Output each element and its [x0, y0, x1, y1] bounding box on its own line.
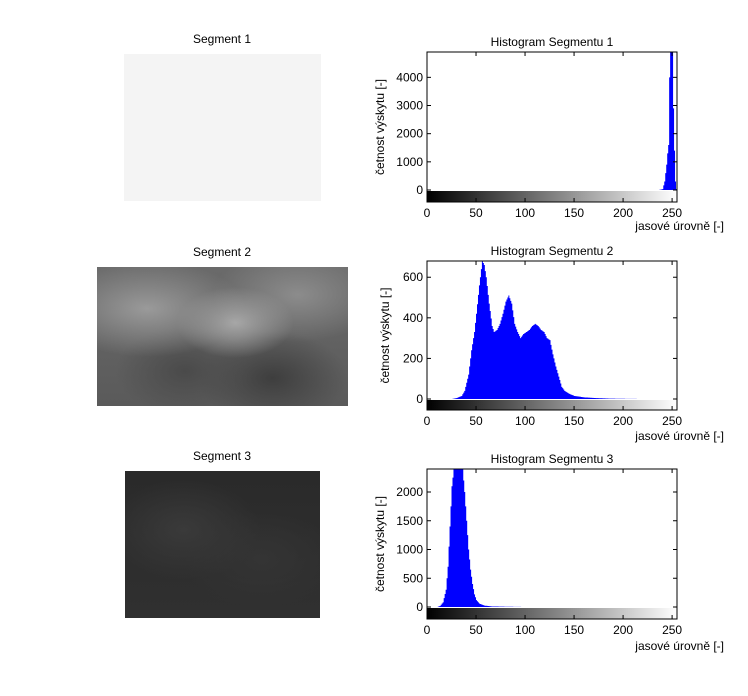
segment-2-image — [97, 267, 348, 406]
chart-2-xlabel: jasové úrovně [-] — [634, 429, 724, 443]
chart-1-xtick-label-4: 200 — [613, 206, 633, 220]
chart-3-frame — [426, 468, 678, 620]
chart-2-ytick-label-3: 600 — [403, 270, 423, 284]
chart-2-xtick-label-4: 200 — [613, 414, 633, 428]
chart-1-xlabel: jasové úrovně [-] — [634, 219, 724, 233]
chart-3-ytick-label-3: 1500 — [396, 514, 423, 528]
chart-1-histogram-bars — [659, 52, 677, 190]
chart-3-ytick-label-4: 2000 — [396, 485, 423, 499]
chart-1-gray-ramp — [427, 191, 677, 202]
chart-2-xtick-label-5: 250 — [662, 414, 682, 428]
chart-3-ytick-label-2: 1000 — [396, 543, 423, 557]
chart-2-xtick-label-3: 150 — [564, 414, 584, 428]
chart-3-ytick-label-0: 0 — [416, 600, 423, 614]
segment-1-title: Segment 1 — [192, 32, 252, 46]
chart-1-ylabel: četnost výskytu [-] — [373, 79, 387, 175]
chart-1-xtick-label-2: 100 — [515, 206, 535, 220]
chart-1-ytick-label-0: 0 — [416, 183, 423, 197]
chart-3-xlabel: jasové úrovně [-] — [634, 639, 724, 653]
chart-3-xtick-label-5: 250 — [662, 623, 682, 637]
chart-2-gray-ramp — [427, 400, 677, 410]
chart-3-xtick-label-4: 200 — [613, 623, 633, 637]
chart-1-ytick-label-2: 2000 — [396, 127, 423, 141]
chart-2-xtick-label-1: 50 — [469, 414, 483, 428]
chart-2-ylabel: četnost výskytu [-] — [378, 287, 392, 383]
chart-2-frame — [426, 260, 678, 411]
chart-1-xtick-label-5: 250 — [662, 206, 682, 220]
chart-3-ytick-label-1: 500 — [403, 571, 423, 585]
chart-1-ytick-label-3: 3000 — [396, 99, 423, 113]
chart-2-histogram-bars — [452, 261, 643, 399]
chart-3-ylabel: četnost výskytu [-] — [373, 496, 387, 592]
chart-1-title: Histogram Segmentu 1 — [491, 35, 614, 49]
chart-2-xtick-label-0: 0 — [424, 414, 431, 428]
segment-2-title: Segment 2 — [192, 245, 252, 259]
chart-1-frame — [426, 51, 678, 203]
chart-1-xtick-label-3: 150 — [564, 206, 584, 220]
chart-3-xtick-label-0: 0 — [424, 623, 431, 637]
chart-3-xtick-label-3: 150 — [564, 623, 584, 637]
chart-3-xtick-label-2: 100 — [515, 623, 535, 637]
chart-1-xtick-label-0: 0 — [424, 206, 431, 220]
chart-3-xtick-label-1: 50 — [469, 623, 483, 637]
chart-3-histogram-bars — [437, 469, 526, 607]
chart-3-title: Histogram Segmentu 3 — [491, 452, 614, 466]
chart-2-ytick-label-0: 0 — [416, 392, 423, 406]
chart-1-xtick-label-1: 50 — [469, 206, 483, 220]
segment-3-image — [125, 471, 320, 618]
chart-1-ytick-label-4: 4000 — [396, 70, 423, 84]
segment-1-image — [124, 54, 321, 201]
chart-3-gray-ramp — [427, 608, 677, 619]
chart-2-xtick-label-2: 100 — [515, 414, 535, 428]
segment-3-title: Segment 3 — [192, 449, 252, 463]
chart-2-ytick-label-2: 400 — [403, 311, 423, 325]
chart-1-plot-area — [427, 52, 677, 202]
chart-2-title: Histogram Segmentu 2 — [491, 244, 614, 258]
chart-2-ytick-label-1: 200 — [403, 351, 423, 365]
chart-1-ytick-label-1: 1000 — [396, 155, 423, 169]
